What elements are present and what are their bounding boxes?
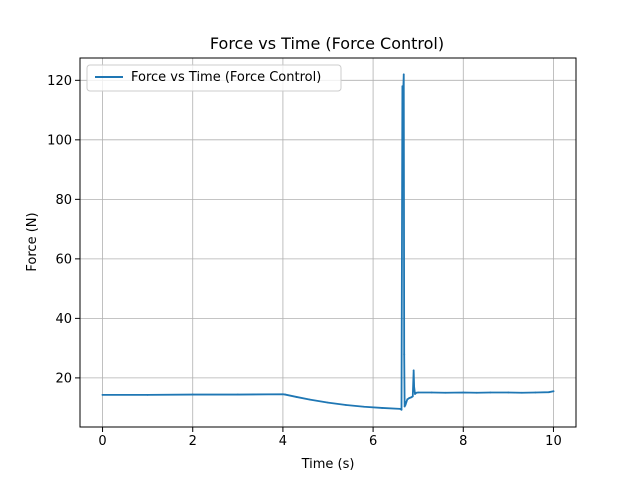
data-point [284, 393, 287, 396]
series-line [101, 73, 555, 411]
data-point [475, 391, 478, 394]
x-tick-label: 10 [545, 434, 562, 449]
data-point [410, 396, 413, 399]
data-point [430, 391, 433, 394]
x-tick-label: 2 [189, 434, 197, 449]
legend: Force vs Time (Force Control) [86, 64, 342, 92]
plot-frame [79, 57, 577, 428]
data-point [489, 391, 492, 394]
x-tick-label: 4 [279, 434, 287, 449]
data-point [405, 400, 408, 403]
data-point [101, 393, 104, 396]
data-point [345, 404, 347, 406]
data-point [411, 395, 414, 398]
legend-box [86, 64, 342, 92]
y-tick-label: 20 [55, 371, 72, 386]
data-point [412, 369, 415, 372]
data-point [403, 405, 406, 408]
data-point [295, 396, 298, 398]
y-tick-label: 100 [47, 133, 72, 148]
y-tick-label: 120 [47, 74, 72, 89]
data-point [191, 393, 194, 396]
data-point [400, 408, 403, 411]
data-point [548, 391, 550, 394]
data-point [507, 391, 510, 394]
data-point [534, 391, 537, 394]
data-point [399, 407, 402, 410]
data-point [402, 73, 405, 76]
data-point [520, 391, 523, 394]
data-point [406, 398, 409, 401]
data-point [404, 403, 407, 406]
data-point [236, 393, 239, 396]
x-tick-label: 8 [459, 434, 467, 449]
data-point [417, 391, 420, 394]
legend-label: Force vs Time (Force Control) [131, 70, 321, 85]
data-point [381, 407, 384, 409]
data-point [327, 401, 329, 404]
data-point [309, 398, 311, 401]
x-tick-label: 0 [98, 434, 106, 449]
data-point [403, 353, 406, 355]
data-point [363, 405, 365, 408]
data-point [401, 85, 404, 88]
x-axis-label: Time (s) [301, 457, 355, 472]
data-point [552, 390, 555, 393]
data-point [401, 103, 404, 106]
data-point [444, 391, 447, 394]
data-point [462, 391, 465, 394]
y-axis: 20 40 60 80 100 120 [47, 74, 80, 386]
data-point [415, 391, 418, 394]
data-point [413, 385, 416, 388]
x-axis: 0 2 4 6 8 10 [98, 427, 562, 449]
y-axis-label: Force (N) [25, 212, 40, 271]
data-point [408, 397, 411, 400]
series-layer [101, 73, 555, 411]
data-point [282, 393, 284, 396]
grid [80, 58, 576, 427]
data-point [146, 393, 149, 396]
data-point [414, 393, 416, 395]
chart-title: Force vs Time (Force Control) [210, 34, 444, 53]
x-tick-label: 6 [369, 434, 377, 449]
y-tick-label: 40 [55, 312, 72, 327]
y-tick-label: 80 [55, 193, 72, 208]
y-tick-label: 60 [55, 252, 72, 267]
